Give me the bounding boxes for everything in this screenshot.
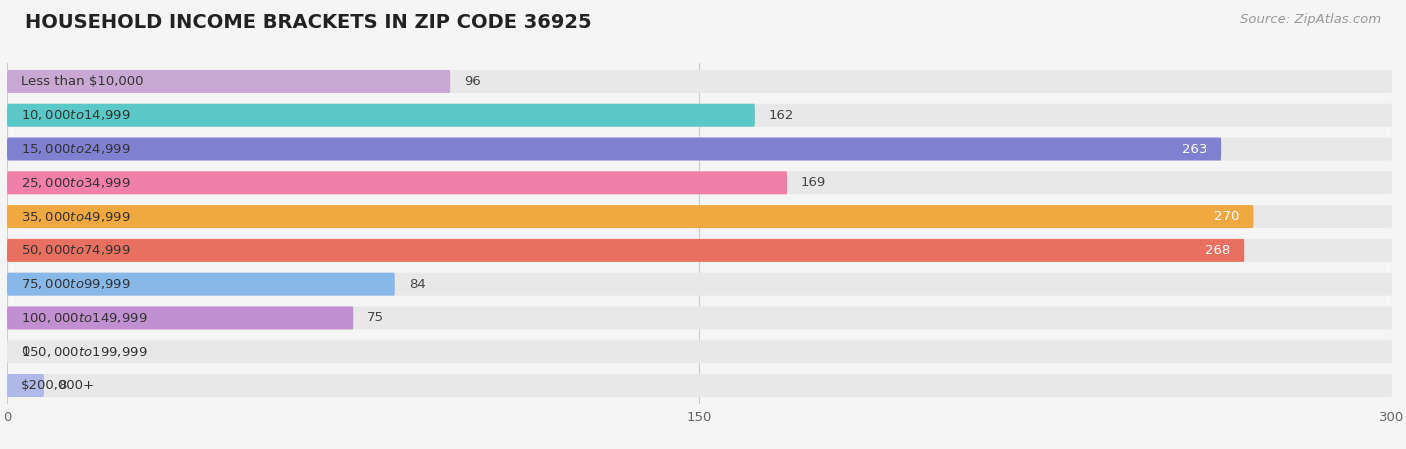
Text: 84: 84: [409, 277, 426, 291]
Text: 169: 169: [801, 176, 827, 189]
FancyBboxPatch shape: [7, 205, 1254, 228]
Text: Less than $10,000: Less than $10,000: [21, 75, 143, 88]
FancyBboxPatch shape: [7, 172, 1392, 194]
FancyBboxPatch shape: [7, 104, 1392, 127]
FancyBboxPatch shape: [7, 307, 1392, 330]
Text: $15,000 to $24,999: $15,000 to $24,999: [21, 142, 131, 156]
FancyBboxPatch shape: [7, 273, 395, 295]
FancyBboxPatch shape: [7, 239, 1244, 262]
FancyBboxPatch shape: [7, 205, 1392, 228]
FancyBboxPatch shape: [7, 172, 787, 194]
FancyBboxPatch shape: [7, 239, 1392, 262]
FancyBboxPatch shape: [7, 374, 44, 397]
FancyBboxPatch shape: [7, 340, 1392, 363]
Text: 263: 263: [1182, 142, 1208, 155]
FancyBboxPatch shape: [7, 70, 1392, 93]
FancyBboxPatch shape: [7, 273, 1392, 295]
FancyBboxPatch shape: [7, 104, 755, 127]
Text: $100,000 to $149,999: $100,000 to $149,999: [21, 311, 148, 325]
Text: $35,000 to $49,999: $35,000 to $49,999: [21, 210, 131, 224]
Text: 268: 268: [1205, 244, 1230, 257]
Text: $25,000 to $34,999: $25,000 to $34,999: [21, 176, 131, 190]
Text: 96: 96: [464, 75, 481, 88]
FancyBboxPatch shape: [7, 70, 450, 93]
Text: 75: 75: [367, 312, 384, 325]
Text: $200,000+: $200,000+: [21, 379, 94, 392]
Text: $150,000 to $199,999: $150,000 to $199,999: [21, 345, 148, 359]
Text: $50,000 to $74,999: $50,000 to $74,999: [21, 243, 131, 257]
Text: $10,000 to $14,999: $10,000 to $14,999: [21, 108, 131, 122]
Text: 0: 0: [21, 345, 30, 358]
Text: $75,000 to $99,999: $75,000 to $99,999: [21, 277, 131, 291]
Text: Source: ZipAtlas.com: Source: ZipAtlas.com: [1240, 13, 1381, 26]
FancyBboxPatch shape: [7, 137, 1392, 160]
FancyBboxPatch shape: [7, 137, 1222, 160]
FancyBboxPatch shape: [7, 307, 353, 330]
Text: 8: 8: [58, 379, 66, 392]
FancyBboxPatch shape: [7, 374, 1392, 397]
Text: HOUSEHOLD INCOME BRACKETS IN ZIP CODE 36925: HOUSEHOLD INCOME BRACKETS IN ZIP CODE 36…: [25, 13, 592, 32]
Text: 270: 270: [1215, 210, 1240, 223]
Text: 162: 162: [769, 109, 794, 122]
